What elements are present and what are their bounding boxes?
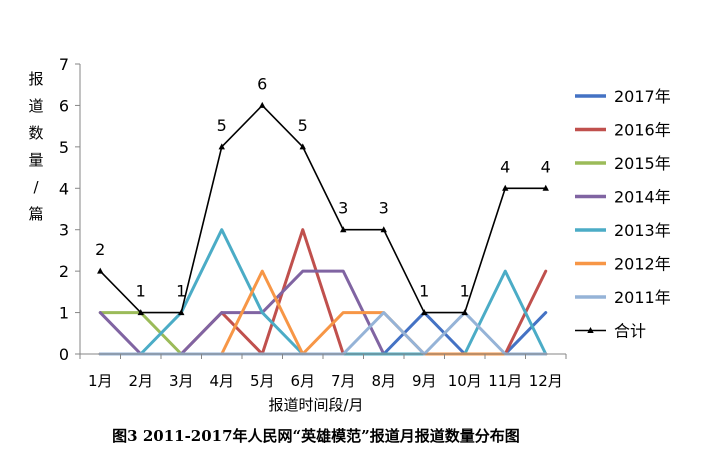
x-tick-label: 1月	[88, 372, 113, 390]
legend-label: 2012年	[614, 255, 671, 274]
legend-label: 合计	[614, 322, 646, 341]
data-labels: 2 1 1 5 6 5 3 3 1 1 4 4	[95, 74, 551, 300]
legend-label: 2017年	[614, 87, 671, 106]
axes: 0 1 2 3 4 5 6 7 1月 2月 3月 4月 5月 6月 7月 8月 9月 10月 11月 12月	[59, 55, 567, 390]
total-point-marker	[218, 143, 225, 150]
x-axis-title: 报道时间段/月	[268, 396, 363, 414]
y-tick-label: 4	[59, 179, 69, 198]
total-data-label: 4	[541, 157, 551, 176]
x-tick-label: 11月	[488, 372, 522, 390]
total-data-label: 1	[460, 282, 470, 301]
x-tick-label: 9月	[412, 372, 437, 390]
legend-label: 2016年	[614, 121, 671, 140]
legend-label: 2015年	[614, 154, 671, 173]
total-data-label: 5	[217, 116, 227, 135]
total-point-marker	[137, 309, 144, 316]
x-tick-label: 10月	[448, 372, 482, 390]
total-point-marker	[340, 226, 347, 233]
legend-marker	[587, 327, 594, 333]
x-tick-label: 4月	[209, 372, 234, 390]
total-data-label: 1	[419, 282, 429, 301]
y-tick-label: 1	[59, 304, 69, 323]
total-point-marker	[502, 184, 509, 191]
y-tick-label: 5	[59, 138, 69, 157]
x-tick-label: 3月	[169, 372, 194, 390]
total-data-label: 2	[95, 240, 105, 259]
total-point-marker	[542, 184, 549, 191]
x-tick-label: 5月	[250, 372, 275, 390]
total-data-label: 5	[298, 116, 308, 135]
total-data-label: 4	[500, 157, 510, 176]
x-tick-label: 8月	[371, 372, 396, 390]
x-tick-label: 6月	[290, 372, 315, 390]
y-tick-label: 2	[59, 262, 69, 281]
legend-label: 2011年	[614, 288, 671, 307]
total-point-marker	[259, 101, 266, 108]
legend-label: 2013年	[614, 221, 671, 240]
total-data-label: 1	[136, 282, 146, 301]
total-data-label: 6	[257, 74, 267, 93]
legend-label: 2014年	[614, 188, 671, 207]
y-tick-label: 6	[59, 96, 69, 115]
y-tick-label: 0	[59, 345, 69, 364]
total-point-marker	[421, 309, 428, 316]
y-axis-title: 报道数量/篇	[28, 70, 43, 223]
series-layer	[97, 101, 549, 356]
total-data-label: 3	[379, 199, 389, 218]
total-point-marker	[97, 267, 104, 274]
total-point-marker	[461, 309, 468, 316]
x-tick-label: 7月	[331, 372, 356, 390]
y-tick-label: 7	[59, 55, 69, 74]
total-data-label: 1	[176, 282, 186, 301]
total-data-label: 3	[338, 199, 348, 218]
x-tick-label: 2月	[128, 372, 153, 390]
series-line-8	[99, 104, 547, 314]
chart-caption: 图3 2011-2017年人民网“英雄模范”报道月报道数量分布图	[112, 427, 520, 445]
x-tick-label: 12月	[529, 372, 563, 390]
total-point-marker	[299, 143, 306, 150]
y-tick-label: 3	[59, 221, 69, 240]
total-point-marker	[380, 226, 387, 233]
total-point-marker	[178, 309, 185, 316]
